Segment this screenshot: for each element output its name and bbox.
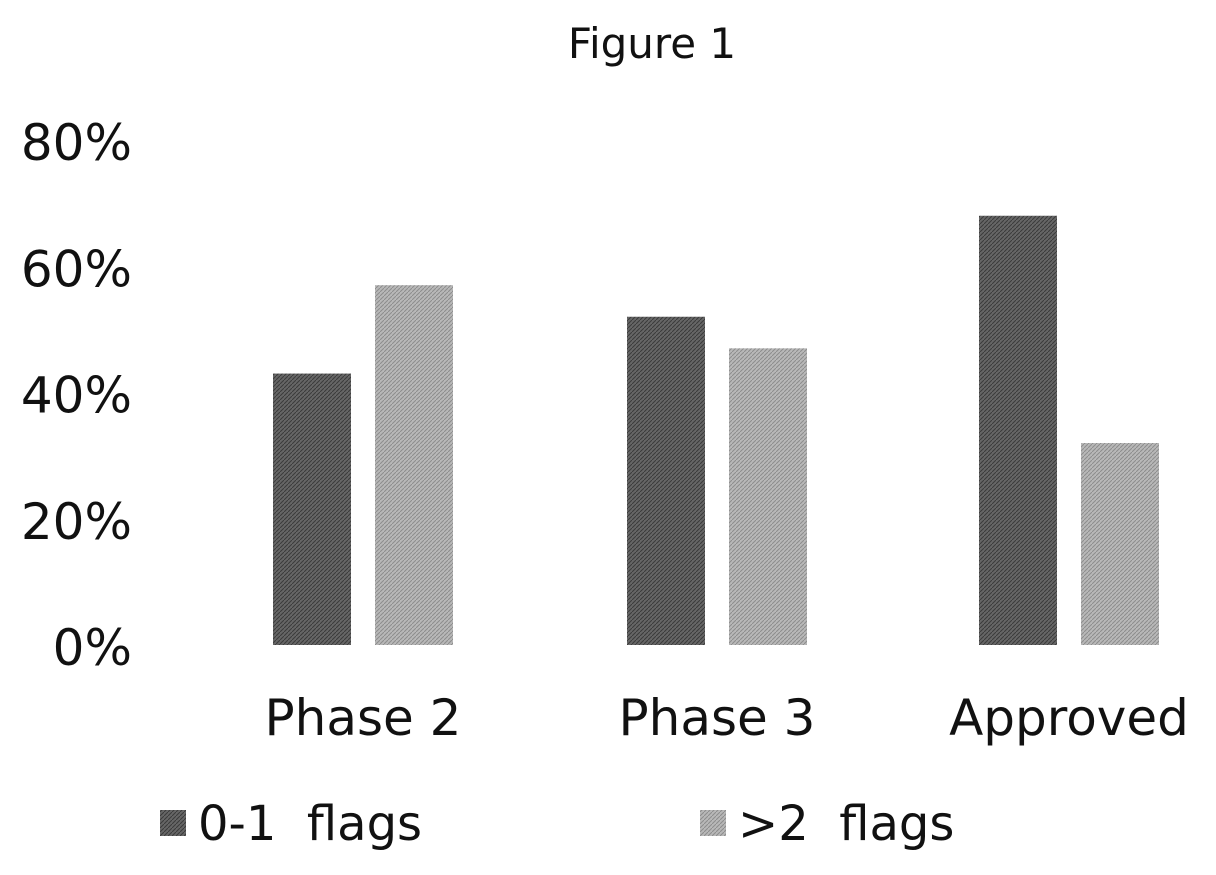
legend-swatch-light <box>700 810 726 836</box>
bar-dark-2 <box>979 215 1057 645</box>
x-tick-label: Phase 3 <box>619 689 816 747</box>
x-tick-label: Phase 2 <box>265 689 462 747</box>
x-axis: Phase 2 Phase 3 Approved <box>265 689 1189 747</box>
bar-light-0 <box>375 285 453 645</box>
y-axis: 0% 20% 40% 60% 80% <box>21 114 132 677</box>
y-tick-label: 40% <box>21 367 132 425</box>
legend-item-0-1-flags: 0-1 flags <box>160 796 422 852</box>
bar-light-1 <box>729 348 807 645</box>
y-tick-label: 80% <box>21 114 132 172</box>
y-tick-label: 0% <box>53 619 132 677</box>
x-tick-label: Approved <box>949 689 1189 747</box>
chart-title: Figure 1 <box>568 19 736 68</box>
legend-swatch-dark <box>160 810 186 836</box>
bar-dark-0 <box>273 373 351 645</box>
legend-label-0-1-flags: 0-1 flags <box>198 796 422 852</box>
bar-dark-1 <box>627 316 705 645</box>
legend-label-gt2-flags: >2 flags <box>738 796 954 852</box>
y-tick-label: 20% <box>21 493 132 551</box>
y-tick-label: 60% <box>21 240 132 298</box>
plot-bars <box>273 215 1159 645</box>
bar-light-2 <box>1081 443 1159 645</box>
legend: 0-1 flags >2 flags <box>160 796 954 852</box>
legend-item-gt2-flags: >2 flags <box>700 796 954 852</box>
